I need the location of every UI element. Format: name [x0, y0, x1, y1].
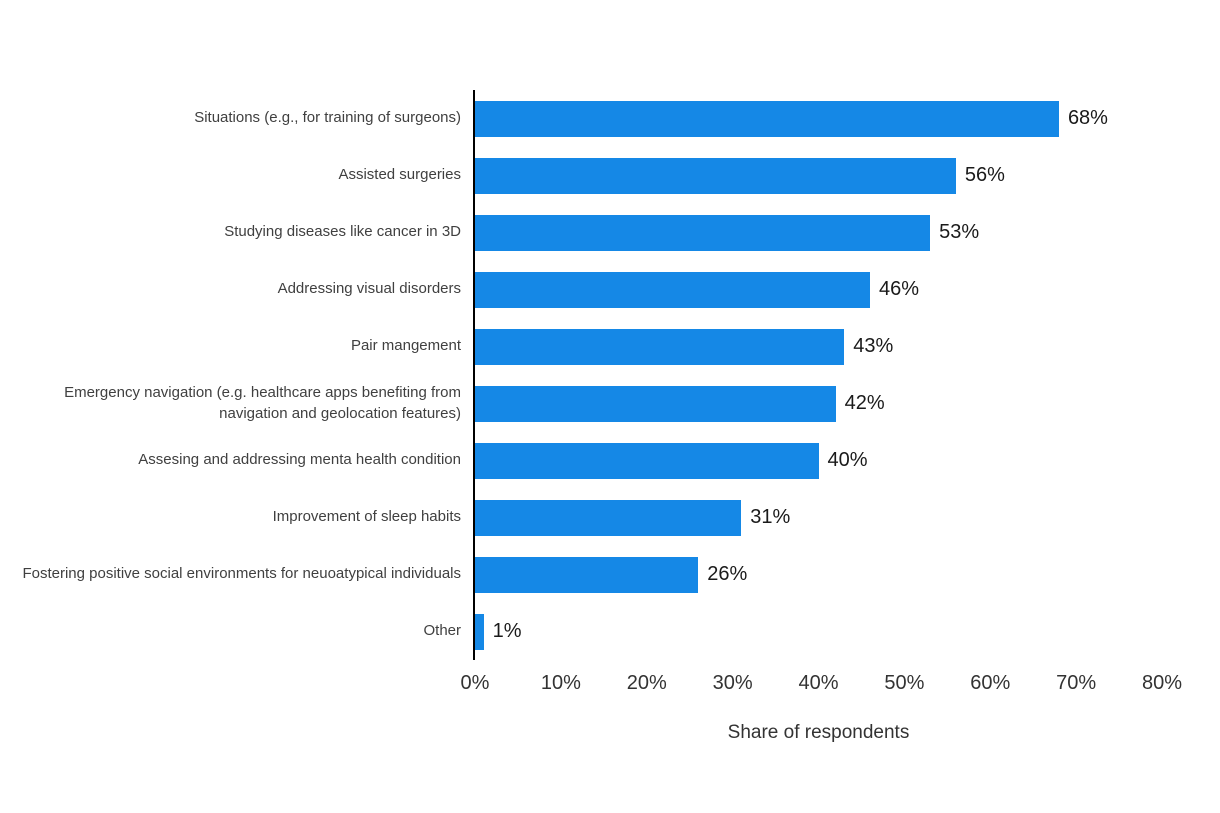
bar-rows: Situations (e.g., for training of surgeo… [0, 90, 1220, 660]
category-label: Situations (e.g., for training of surgeo… [194, 109, 461, 127]
category-label: Studying diseases like cancer in 3D [224, 223, 461, 241]
bar [475, 157, 956, 194]
bar-chart: Situations (e.g., for training of surgeo… [0, 90, 1220, 743]
category-label: Addressing visual disorders [277, 280, 461, 298]
value-label: 26% [707, 563, 748, 585]
bar-row: Emergency navigation (e.g. healthcare ap… [0, 375, 1220, 432]
value-label: 42% [844, 392, 885, 414]
plot-cell: 40% [473, 432, 1162, 489]
x-axis-tick: 20% [626, 672, 667, 694]
plot-cell: 42% [473, 375, 1162, 432]
value-label: 46% [879, 278, 920, 300]
x-axis-tick: 60% [970, 672, 1011, 694]
plot-cell: 68% [473, 90, 1162, 147]
bar-row: Studying diseases like cancer in 3D 53% [0, 204, 1220, 261]
category-label: Improvement of sleep habits [272, 508, 461, 526]
plot-cell: 1% [473, 603, 1162, 660]
bar [475, 499, 742, 536]
bar [475, 100, 1059, 137]
bar-row: Assisted surgeries 56% [0, 147, 1220, 204]
plot-cell: 43% [473, 318, 1162, 375]
bar [475, 214, 931, 251]
category-label: Assisted surgeries [338, 166, 461, 184]
x-axis-title: Share of respondents [727, 722, 910, 743]
category-label: Assesing and addressing menta health con… [138, 451, 461, 469]
x-axis-tick: 30% [712, 672, 753, 694]
bar [475, 271, 871, 308]
category-label: Other [423, 622, 461, 640]
value-label: 53% [939, 221, 980, 243]
category-label: Pair mangement [350, 337, 461, 355]
bar-row: Situations (e.g., for training of surgeo… [0, 90, 1220, 147]
bar-row: Fostering positive social environments f… [0, 546, 1220, 603]
value-label: 1% [492, 620, 522, 642]
x-axis-tick: 40% [798, 672, 839, 694]
bar-row: Improvement of sleep habits 31% [0, 489, 1220, 546]
x-axis-tick: 0% [460, 672, 490, 694]
value-label: 56% [964, 164, 1005, 186]
category-label: Fostering positive social environments f… [22, 565, 461, 583]
category-label: Emergency navigation (e.g. healthcare ap… [64, 384, 461, 422]
value-label: 40% [827, 449, 868, 471]
x-axis-tick: 50% [884, 672, 925, 694]
bar-row: Other 1% [0, 603, 1220, 660]
value-label: 31% [750, 506, 791, 528]
x-axis-tick: 70% [1056, 672, 1097, 694]
plot-cell: 53% [473, 204, 1162, 261]
plot-cell: 31% [473, 489, 1162, 546]
bar [475, 613, 484, 650]
plot-cell: 56% [473, 147, 1162, 204]
x-axis-ticks: 0% 10% 20% 30% 40% 50% 60% 70% 80% [461, 672, 1182, 698]
plot-cell: 46% [473, 261, 1162, 318]
bar [475, 556, 699, 593]
bar-row: Addressing visual disorders 46% [0, 261, 1220, 318]
value-label: 43% [853, 335, 894, 357]
bar [475, 442, 819, 479]
x-axis-tick: 80% [1141, 672, 1183, 694]
bar [475, 385, 836, 422]
bar-row: Pair mangement 43% [0, 318, 1220, 375]
value-label: 68% [1067, 107, 1108, 129]
x-axis-tick: 10% [540, 672, 581, 694]
bar-row: Assesing and addressing menta health con… [0, 432, 1220, 489]
bar [475, 328, 845, 365]
plot-cell: 26% [473, 546, 1162, 603]
